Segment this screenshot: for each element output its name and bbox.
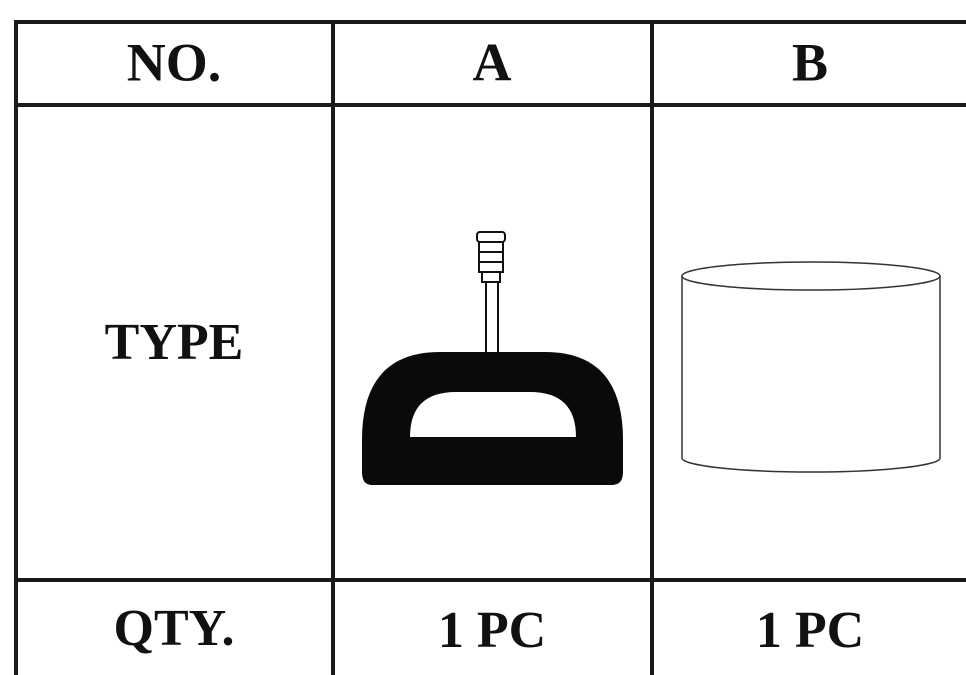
- row-label: QTY.: [114, 600, 235, 657]
- header-cell: B: [792, 32, 828, 92]
- header-cell: A: [473, 32, 512, 92]
- qty-cell: 1 PC: [756, 602, 864, 659]
- lamp-base-icon: [362, 231, 623, 485]
- qty-cell: 1 PC: [438, 602, 546, 659]
- row-label: TYPE: [105, 314, 244, 371]
- table-grid: [14, 20, 966, 675]
- lamp-shade-icon: [681, 261, 941, 473]
- header-cell: NO.: [127, 32, 222, 92]
